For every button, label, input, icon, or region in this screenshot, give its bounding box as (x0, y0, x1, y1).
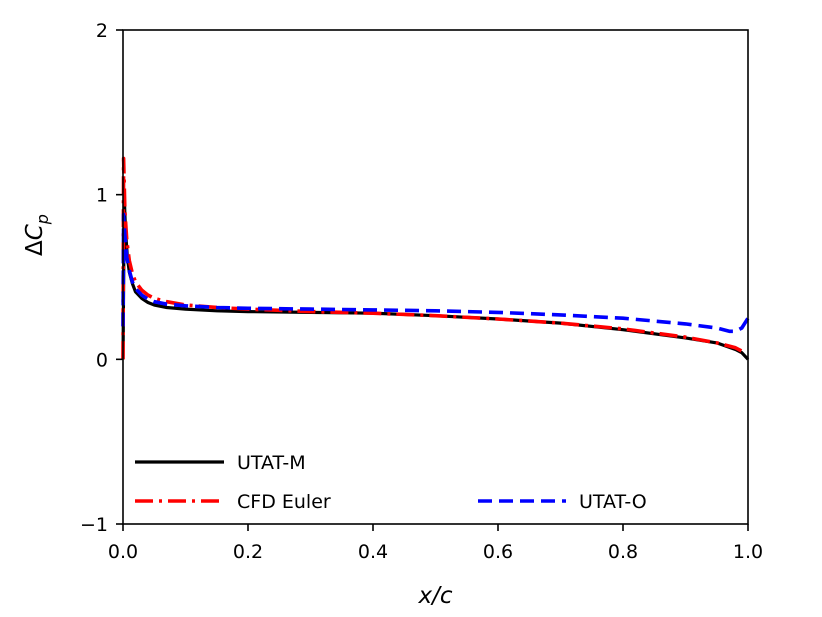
ticks-layer: 0.0 0.2 0.4 0.6 0.8 1.0 −1 0 1 2 (80, 20, 763, 563)
x-tick-label: 0.8 (608, 541, 638, 563)
y-tick-label: −1 (80, 514, 108, 536)
series-utat-o (121, 212, 750, 334)
x-tick-label: 1.0 (733, 541, 763, 563)
x-tick-label: 0.0 (108, 541, 138, 563)
y-axis-label-c: C (22, 224, 48, 240)
x-tick-label: 0.4 (358, 541, 388, 563)
y-tick-label: 2 (96, 20, 108, 42)
plot-area (123, 30, 748, 524)
x-tick-label: 0.2 (233, 541, 263, 563)
x-axis-label: x/c (417, 583, 452, 609)
y-tick-label: 1 (96, 185, 108, 207)
y-tick-label: 0 (96, 349, 108, 371)
series-layer (121, 156, 750, 361)
plot-frame (122, 29, 749, 525)
x-tick-label: 0.6 (483, 541, 513, 563)
legend-label-cfd-euler: CFD Euler (237, 491, 331, 513)
y-axis-label: ΔCp (22, 214, 52, 256)
y-axis-label-delta: Δ (22, 240, 48, 256)
y-axis-label-subscript: p (33, 214, 52, 225)
legend-label-utat-o: UTAT-O (579, 491, 647, 513)
legend-label-utat-m: UTAT-M (237, 452, 306, 474)
y-axis-label-text: ΔCp (22, 214, 52, 256)
legend: UTAT-M CFD Euler UTAT-O (135, 452, 647, 513)
